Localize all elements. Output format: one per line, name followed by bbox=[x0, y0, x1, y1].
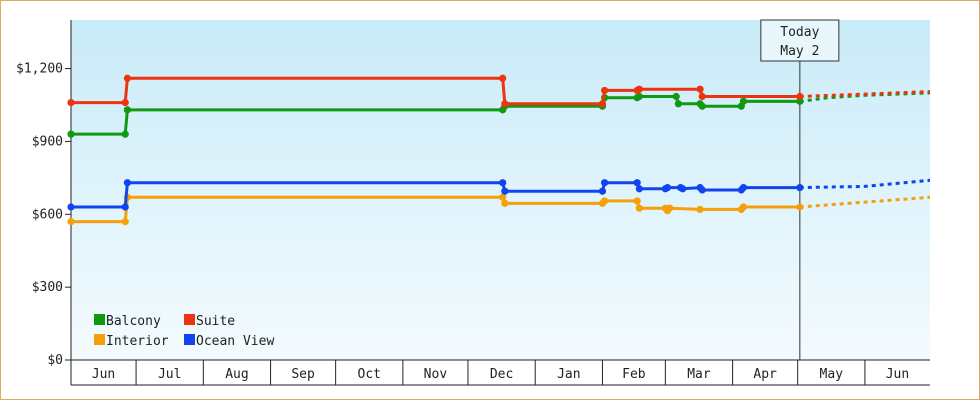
data-point-balcony bbox=[698, 102, 706, 110]
data-point-ocean-view bbox=[679, 185, 687, 193]
legend-label-balcony: Balcony bbox=[106, 314, 161, 329]
data-point-interior bbox=[499, 193, 507, 201]
data-point-suite bbox=[635, 85, 643, 93]
data-point-ocean-view bbox=[598, 187, 607, 195]
x-tick-label: Jun bbox=[886, 367, 909, 382]
data-point-balcony bbox=[67, 130, 75, 138]
data-point-interior bbox=[501, 199, 509, 207]
series-projection-interior bbox=[799, 195, 931, 209]
data-point-ocean-view bbox=[633, 179, 641, 187]
data-point-ocean-view bbox=[796, 183, 804, 192]
data-point-suite bbox=[696, 85, 704, 93]
data-point-ocean-view bbox=[601, 179, 609, 187]
legend-swatch-balcony bbox=[94, 314, 105, 325]
data-point-balcony bbox=[635, 92, 643, 101]
data-point-balcony bbox=[739, 97, 748, 105]
series-layer bbox=[67, 74, 931, 226]
data-point-balcony bbox=[672, 92, 680, 101]
data-point-ocean-view bbox=[501, 187, 509, 195]
data-point-suite bbox=[121, 98, 129, 107]
data-point-balcony bbox=[121, 130, 129, 138]
data-point-balcony bbox=[123, 106, 131, 114]
y-tick-label: $0 bbox=[47, 353, 63, 368]
x-tick-label: Apr bbox=[753, 367, 777, 382]
data-point-suite bbox=[601, 86, 609, 95]
data-point-ocean-view bbox=[67, 203, 75, 211]
legend-swatch-suite bbox=[184, 314, 195, 325]
data-point-ocean-view bbox=[635, 185, 643, 193]
data-point-ocean-view bbox=[121, 203, 129, 211]
x-tick-label: Nov bbox=[424, 367, 448, 382]
legend-label-interior: Interior bbox=[106, 334, 169, 349]
today-box bbox=[760, 19, 840, 62]
legend-label-ocean-view: Ocean View bbox=[196, 334, 274, 349]
data-point-interior bbox=[121, 217, 129, 226]
data-point-ocean-view bbox=[663, 183, 672, 192]
series-line-interior bbox=[69, 195, 802, 224]
data-point-ocean-view bbox=[123, 179, 131, 187]
data-point-ocean-view bbox=[698, 186, 706, 194]
legend-swatch-ocean-view bbox=[184, 334, 195, 345]
series-line-ocean-view bbox=[69, 181, 802, 209]
x-tick-label: Feb bbox=[622, 367, 646, 382]
x-tick-label: Dec bbox=[490, 367, 513, 382]
today-date-label: May 2 bbox=[780, 44, 819, 59]
data-point-suite bbox=[67, 98, 75, 107]
today-marker: Today May 2 bbox=[760, 19, 840, 360]
x-tick-label: May bbox=[820, 367, 844, 382]
y-tick-label: $600 bbox=[32, 207, 63, 222]
data-point-balcony bbox=[674, 100, 682, 108]
data-point-interior bbox=[633, 197, 641, 205]
x-tick-label: Aug bbox=[225, 367, 248, 382]
data-point-interior bbox=[739, 203, 748, 211]
data-point-suite bbox=[698, 92, 706, 101]
data-point-interior bbox=[796, 203, 804, 211]
data-point-interior bbox=[635, 204, 643, 212]
y-tick-label: $300 bbox=[32, 280, 63, 295]
x-tick-label: Mar bbox=[687, 367, 711, 382]
legend-swatch-interior bbox=[94, 334, 105, 345]
data-point-suite bbox=[796, 92, 804, 101]
legend-label-suite: Suite bbox=[196, 314, 235, 329]
y-tick-label: $1,200 bbox=[16, 62, 63, 77]
data-point-ocean-view bbox=[499, 179, 507, 187]
legend: Balcony Suite Interior Ocean View bbox=[94, 314, 274, 349]
data-point-ocean-view bbox=[739, 183, 748, 192]
data-point-interior bbox=[67, 217, 75, 226]
data-point-interior bbox=[696, 205, 704, 214]
x-tick-label: Oct bbox=[358, 367, 381, 382]
data-point-suite bbox=[499, 74, 507, 82]
data-point-suite bbox=[598, 100, 607, 108]
data-point-suite bbox=[501, 100, 509, 108]
series-projection-ocean-view bbox=[799, 178, 931, 190]
x-tick-label: Jan bbox=[557, 367, 580, 382]
y-tick-label: $900 bbox=[32, 134, 63, 149]
series-projection-suite bbox=[799, 90, 931, 98]
x-tick-label: Sep bbox=[291, 367, 315, 382]
data-point-interior bbox=[601, 197, 609, 205]
x-tick-label: Jul bbox=[158, 367, 181, 382]
data-point-suite bbox=[123, 74, 131, 82]
axes: $0 $300 $600 $900 $1,200 Jun Jul Aug Sep Oct Nov De… bbox=[16, 20, 930, 386]
x-tick-label: Jun bbox=[92, 367, 115, 382]
today-label: Today bbox=[780, 25, 819, 40]
data-point-interior bbox=[666, 204, 674, 212]
